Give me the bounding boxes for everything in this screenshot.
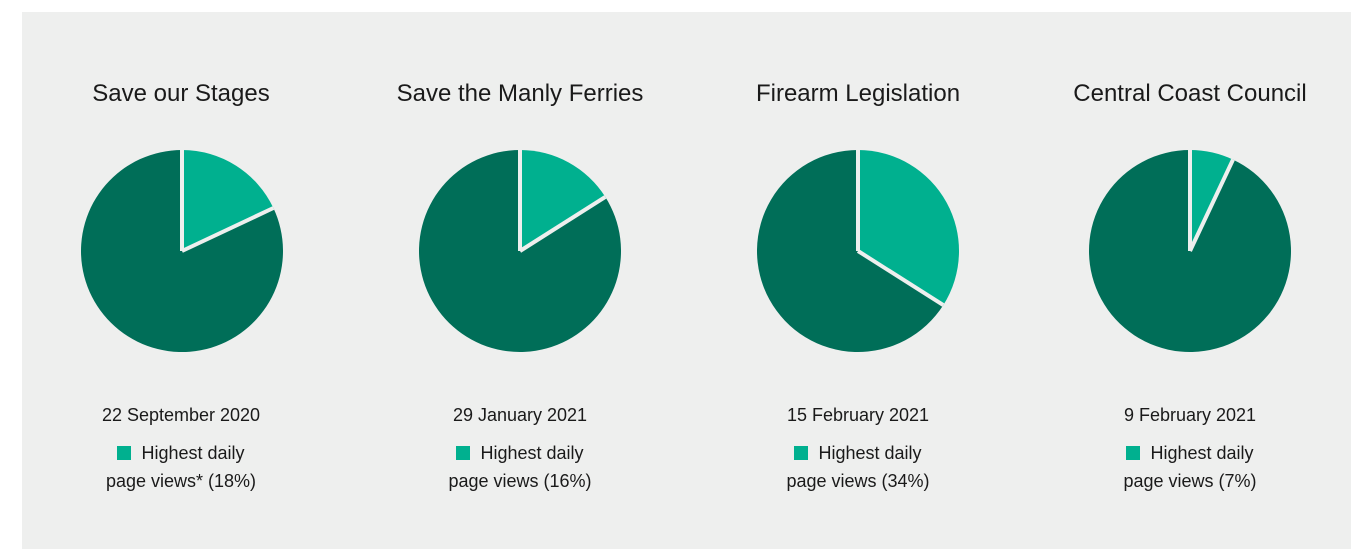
- chart-title: Save the Manly Ferries: [396, 80, 644, 107]
- legend-detail: page views* (18%): [105, 471, 257, 491]
- chart-title: Central Coast Council: [1073, 80, 1307, 107]
- chart-date: 22 September 2020: [101, 405, 261, 425]
- legend: Highest daily page views (16%): [370, 439, 670, 495]
- legend: Highest daily page views (34%): [708, 439, 1008, 495]
- pie-svg: [81, 150, 284, 352]
- pie-container: [417, 148, 623, 354]
- charts-panel: Save our Stages 22 September 2020 Highes…: [22, 12, 1351, 549]
- slice-divider-end: [1188, 158, 1235, 252]
- legend-swatch: [117, 446, 132, 460]
- legend-label: Highest daily: [1150, 443, 1254, 463]
- pie-chart-save-the-manly-ferries: Save the Manly Ferries 29 January 2021 H…: [370, 12, 670, 549]
- legend-swatch: [1126, 446, 1141, 460]
- slice-divider-end: [518, 195, 607, 253]
- legend: Highest daily page views* (18%): [31, 439, 331, 495]
- slice-divider-end: [181, 206, 275, 253]
- pie-chart-firearm-legislation: Firearm Legislation 15 February 2021 Hig…: [708, 12, 1008, 549]
- chart-date: 9 February 2021: [1123, 405, 1257, 425]
- legend-label: Highest daily: [141, 443, 245, 463]
- legend-label: Highest daily: [480, 443, 584, 463]
- legend-detail: page views (34%): [786, 471, 930, 491]
- chart-date: 29 January 2021: [452, 405, 588, 425]
- legend: Highest daily page views (7%): [1040, 439, 1340, 495]
- pie-chart-save-our-stages: Save our Stages 22 September 2020 Highes…: [31, 12, 331, 549]
- legend-swatch: [794, 446, 809, 460]
- pie-chart-central-coast-council: Central Coast Council 9 February 2021 Hi…: [1040, 12, 1340, 549]
- chart-title: Firearm Legislation: [755, 80, 961, 107]
- pie-container: [755, 148, 961, 354]
- chart-title: Save our Stages: [92, 80, 270, 107]
- legend-label: Highest daily: [818, 443, 922, 463]
- slice-divider-end: [856, 249, 945, 307]
- pie-svg: [419, 150, 622, 352]
- pie-container: [79, 148, 285, 354]
- pie-slice-highlight: [520, 150, 606, 251]
- pie-svg: [757, 150, 960, 352]
- pie-slice-rest: [757, 150, 944, 352]
- legend-detail: page views (16%): [448, 471, 592, 491]
- pie-slice-highlight: [182, 150, 274, 251]
- pie-container: [1087, 148, 1293, 354]
- legend-detail: page views (7%): [1123, 471, 1257, 491]
- legend-swatch: [456, 446, 471, 460]
- chart-date: 15 February 2021: [786, 405, 930, 425]
- pie-svg: [1089, 150, 1292, 352]
